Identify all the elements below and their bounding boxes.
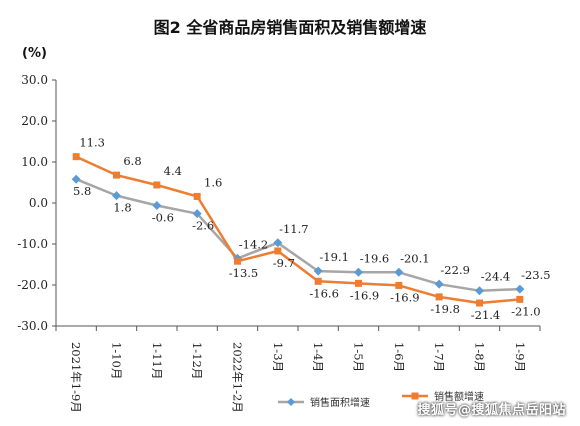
data-label-area: -21.0 bbox=[511, 304, 541, 318]
y-tick-label: 20.0 bbox=[21, 114, 48, 128]
y-tick-label: 30.0 bbox=[21, 73, 48, 87]
data-point-diamond bbox=[394, 267, 404, 277]
legend-marker-area bbox=[287, 398, 295, 406]
data-point-square bbox=[314, 277, 322, 285]
data-label-area: -19.8 bbox=[430, 302, 460, 316]
data-point-diamond bbox=[354, 267, 363, 277]
data-point-diamond bbox=[313, 266, 323, 276]
legend-marker-amount bbox=[411, 392, 419, 400]
data-label-area: -21.4 bbox=[471, 308, 501, 322]
data-point-diamond bbox=[434, 279, 444, 289]
x-tick-label: 2022年1-2月 bbox=[231, 342, 245, 413]
data-point-diamond bbox=[152, 200, 162, 210]
x-tick-label: 1-5月 bbox=[352, 342, 366, 372]
data-label-area: -13.5 bbox=[229, 266, 259, 280]
series-line-2 bbox=[75, 155, 520, 305]
data-label-amount: 4.4 bbox=[164, 164, 182, 178]
x-tick-label: 1-6月 bbox=[392, 342, 406, 372]
y-tick-label: 10.0 bbox=[21, 155, 48, 169]
x-tick-label: 1-8月 bbox=[473, 342, 487, 372]
y-tick-label: -30.0 bbox=[17, 319, 48, 333]
data-label-area: -9.7 bbox=[273, 256, 295, 270]
data-labels: 11.3 6.8 4.4 1.6 -14.2 -11.7 -19.1 -19.6 -20.1 -2… bbox=[73, 136, 551, 322]
data-point-square bbox=[476, 299, 483, 307]
data-point-square bbox=[395, 281, 403, 289]
data-label-area: -2.6 bbox=[192, 219, 214, 233]
data-point-diamond bbox=[192, 209, 202, 219]
data-point-square bbox=[72, 153, 80, 161]
series-line-1 bbox=[75, 178, 520, 292]
x-tick-label: 1-11月 bbox=[150, 342, 164, 379]
data-point-square bbox=[193, 192, 201, 200]
data-point-square bbox=[113, 171, 120, 179]
watermark: 搜狐号@搜狐焦点岳阳站 bbox=[417, 403, 566, 418]
data-point-square bbox=[355, 279, 362, 287]
legend: 销售面积增速 销售额增速 bbox=[278, 390, 484, 409]
data-point-diamond bbox=[112, 191, 121, 201]
data-label-amount: 6.8 bbox=[123, 154, 141, 168]
x-tick-label: 1-3月 bbox=[271, 342, 285, 372]
series-lines bbox=[75, 155, 520, 305]
data-label-amount: 11.3 bbox=[79, 136, 105, 150]
data-label-amount: -20.1 bbox=[400, 251, 430, 265]
y-tick-label: 0.0 bbox=[29, 196, 48, 210]
y-axis-unit: (%) bbox=[22, 46, 47, 61]
x-tick-label: 1-10月 bbox=[110, 342, 124, 379]
data-label-area: -16.6 bbox=[309, 286, 339, 300]
y-tick-label: -10.0 bbox=[17, 237, 48, 251]
data-label-area: 1.8 bbox=[113, 201, 131, 215]
data-label-amount: 1.6 bbox=[204, 175, 222, 189]
data-point-square bbox=[435, 293, 443, 301]
data-label-amount: -23.5 bbox=[521, 268, 551, 282]
data-label-amount: -14.2 bbox=[239, 237, 269, 251]
axes: 30.0 20.0 10.0 0.0 -10.0 -20.0 -30.0 2021年1-9月 1… bbox=[17, 73, 541, 413]
chart-title: 图2 全省商品房销售面积及销售额增速 bbox=[153, 18, 427, 37]
data-point-square bbox=[234, 257, 241, 265]
data-point-diamond bbox=[475, 286, 484, 296]
series-markers bbox=[71, 153, 525, 307]
data-point-square bbox=[516, 295, 524, 303]
legend-label-area: 销售面积增速 bbox=[310, 396, 370, 409]
x-tick-label: 2021年1-9月 bbox=[69, 342, 83, 413]
data-label-area: -0.6 bbox=[152, 210, 174, 224]
x-tick-label: 1-4月 bbox=[311, 342, 325, 372]
data-label-amount: -19.1 bbox=[319, 250, 349, 264]
data-label-amount: -19.6 bbox=[360, 251, 390, 265]
legend-label-amount: 销售额增速 bbox=[434, 390, 484, 403]
x-tick-label: 1-9月 bbox=[513, 342, 527, 372]
data-point-square bbox=[153, 181, 161, 189]
data-label-area: -16.9 bbox=[350, 288, 380, 302]
data-label-amount: -11.7 bbox=[279, 222, 309, 236]
data-point-diamond bbox=[515, 284, 525, 294]
x-tick-label: 1-12月 bbox=[190, 342, 204, 379]
data-point-square bbox=[274, 247, 282, 255]
y-tick-label: -20.0 bbox=[17, 278, 48, 292]
data-point-diamond bbox=[71, 174, 81, 184]
data-label-area: 5.8 bbox=[73, 184, 91, 198]
data-label-amount: -24.4 bbox=[481, 270, 511, 284]
data-label-area: -16.9 bbox=[390, 290, 420, 304]
data-point-diamond bbox=[273, 238, 283, 248]
x-tick-label: 1-7月 bbox=[432, 342, 446, 372]
data-label-amount: -22.9 bbox=[440, 263, 470, 277]
